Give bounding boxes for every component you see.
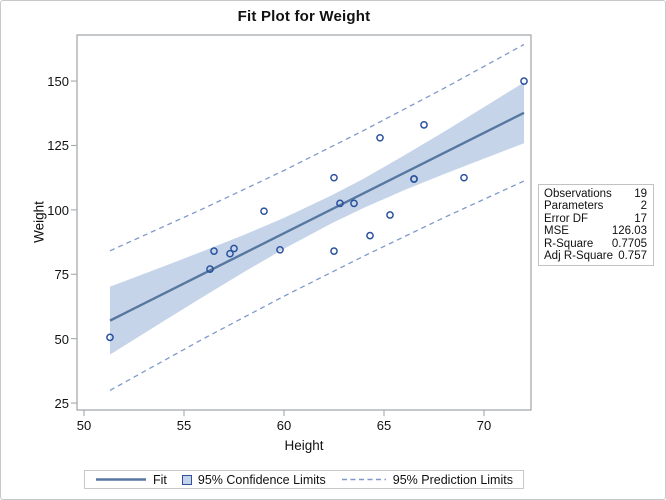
data-point-marker <box>210 247 218 255</box>
legend-prediction-label: 95% Prediction Limits <box>392 472 513 487</box>
stat-row-error-df: Error DF 17 <box>544 213 647 225</box>
stat-value: 2 <box>640 200 647 213</box>
y-tick-label: 125 <box>47 138 69 154</box>
stat-value: 126.03 <box>611 225 647 238</box>
x-axis-label: Height <box>284 438 324 453</box>
data-point-marker <box>376 133 384 142</box>
y-tick-label: 75 <box>54 267 69 283</box>
confidence-band-swatch-icon <box>181 474 192 485</box>
stat-row-observations: Observations 19 <box>544 188 647 200</box>
legend-item-confidence: 95% Confidence Limits <box>181 472 326 487</box>
prediction-line-swatch-icon <box>341 478 386 481</box>
legend-fit-label: Fit <box>153 472 167 487</box>
stat-value: 0.757 <box>618 250 647 263</box>
fit-line-swatch-icon <box>96 478 147 481</box>
stat-label: Adj R-Square <box>544 250 614 263</box>
data-point-marker <box>230 244 238 253</box>
legend-item-fit: Fit <box>95 473 167 487</box>
plot-frame <box>71 34 532 416</box>
data-point-marker <box>410 175 418 183</box>
stat-value: 17 <box>634 212 647 225</box>
chart-title: Fit Plot for Weight <box>237 8 371 25</box>
y-tick-label: 100 <box>47 202 69 218</box>
stat-label: Error DF <box>544 212 589 225</box>
data-point-marker <box>350 199 358 208</box>
stat-label: MSE <box>544 225 569 238</box>
data-point-marker <box>336 199 344 208</box>
legend-item-prediction: 95% Prediction Limits <box>341 473 513 487</box>
y-tick-label: 150 <box>47 74 69 90</box>
data-point-marker <box>460 173 468 182</box>
data-point-marker <box>366 231 374 240</box>
stat-value: 19 <box>634 188 647 200</box>
stat-row-parameters: Parameters 2 <box>544 200 647 212</box>
x-tick-label: 70 <box>476 418 492 433</box>
x-tick-label: 50 <box>76 418 92 433</box>
stat-row-r-square: R-Square 0.7705 <box>544 238 647 250</box>
data-point-marker <box>330 173 338 182</box>
data-point-marker <box>106 333 114 342</box>
x-tick-label: 65 <box>376 418 392 433</box>
stat-row-mse: MSE 126.03 <box>544 225 647 237</box>
stat-value: 0.7705 <box>611 237 647 250</box>
x-tick-label: 60 <box>276 418 292 433</box>
data-point-marker <box>520 77 528 85</box>
data-point-marker <box>386 211 394 219</box>
y-tick-label: 50 <box>54 331 69 347</box>
x-tick-label: 55 <box>176 418 192 433</box>
data-point-marker <box>276 245 284 254</box>
prediction-limit-lines <box>109 43 525 391</box>
stats-box: Observations 19 Parameters 2 Error DF 17… <box>538 184 654 267</box>
scatter-points <box>106 77 528 342</box>
data-point-marker <box>206 265 214 273</box>
legend-confidence-label: 95% Confidence Limits <box>197 472 326 487</box>
legend: Fit 95% Confidence Limits 95% Prediction… <box>84 470 524 489</box>
data-point-marker <box>420 121 428 129</box>
stat-label: Parameters <box>544 200 604 213</box>
fit-line <box>109 111 525 322</box>
data-point-marker <box>226 249 234 258</box>
y-tick-label: 25 <box>54 396 69 412</box>
data-point-marker <box>330 247 338 255</box>
stat-label: R-Square <box>544 237 594 250</box>
confidence-band <box>110 82 524 355</box>
data-point-marker <box>260 207 268 216</box>
stat-label: Observations <box>544 188 612 200</box>
stat-row-adj-r-square: Adj R-Square 0.757 <box>544 250 647 262</box>
